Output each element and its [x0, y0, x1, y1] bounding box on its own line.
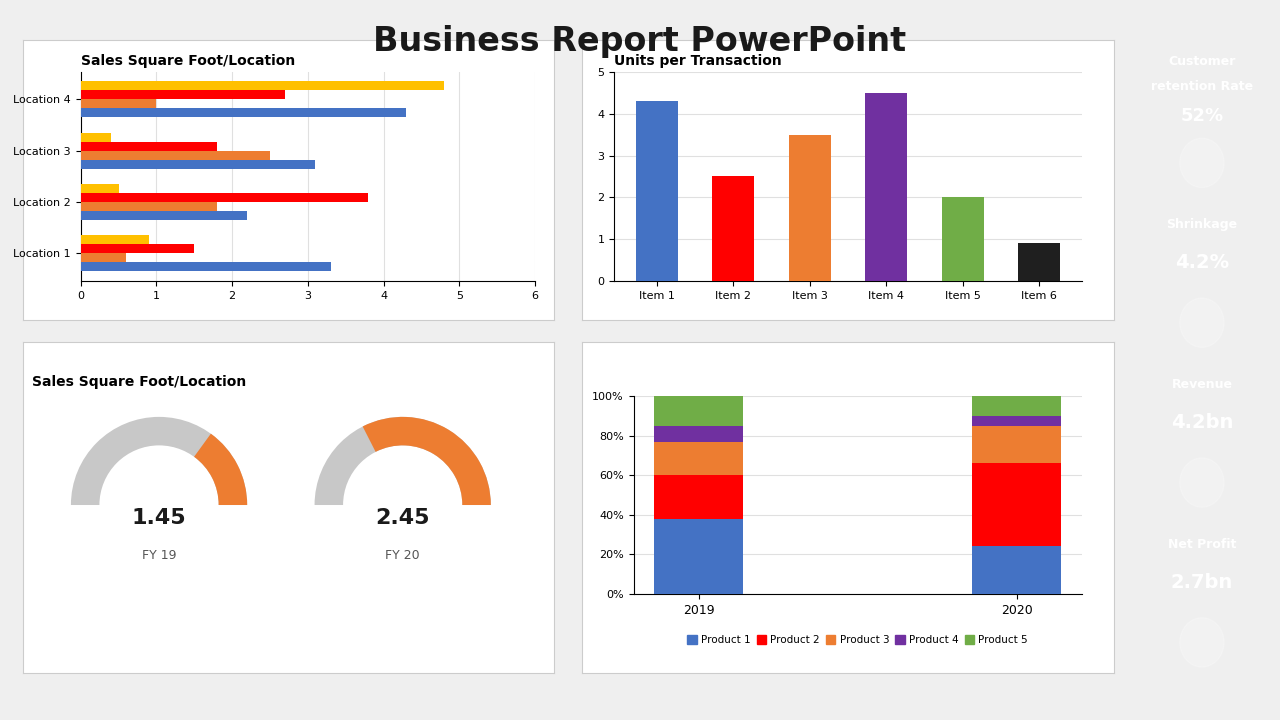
- Text: FY 19: FY 19: [142, 549, 177, 562]
- Bar: [81, 253, 125, 262]
- Bar: [81, 99, 156, 109]
- Bar: [81, 109, 406, 117]
- Bar: [81, 91, 285, 99]
- Bar: [972, 416, 1061, 426]
- Bar: [654, 475, 744, 518]
- Bar: [712, 176, 754, 281]
- Text: Business Report PowerPoint: Business Report PowerPoint: [374, 25, 906, 58]
- Bar: [865, 93, 908, 281]
- Circle shape: [1180, 138, 1224, 187]
- Text: 4.2%: 4.2%: [1175, 253, 1229, 272]
- Bar: [81, 132, 111, 142]
- Text: 4.2bn: 4.2bn: [1171, 413, 1233, 432]
- Text: Units per Transaction: Units per Transaction: [614, 54, 782, 68]
- Bar: [972, 426, 1061, 464]
- Legend: Product 1, Product 2, Product 3, Product 4, Product 5: Product 1, Product 2, Product 3, Product…: [684, 631, 1032, 649]
- Bar: [81, 262, 330, 271]
- Bar: [81, 150, 270, 160]
- Bar: [81, 160, 315, 168]
- Bar: [81, 211, 247, 220]
- Bar: [972, 464, 1061, 546]
- Bar: [654, 518, 744, 594]
- Bar: [942, 197, 984, 281]
- Bar: [81, 142, 216, 150]
- Text: FY 20: FY 20: [385, 549, 420, 562]
- Circle shape: [1180, 298, 1224, 347]
- Bar: [788, 135, 831, 281]
- Bar: [636, 102, 677, 281]
- Wedge shape: [70, 417, 247, 505]
- Bar: [1019, 243, 1060, 281]
- Bar: [81, 81, 444, 91]
- Text: 2.45: 2.45: [375, 508, 430, 528]
- Text: 2.7bn: 2.7bn: [1171, 573, 1233, 592]
- Text: retention Rate: retention Rate: [1151, 80, 1253, 93]
- Bar: [81, 244, 195, 253]
- Text: Sales Square Foot/Location: Sales Square Foot/Location: [81, 54, 294, 68]
- Text: Revenue: Revenue: [1171, 378, 1233, 391]
- Bar: [972, 396, 1061, 416]
- Text: Net Profit: Net Profit: [1167, 538, 1236, 551]
- Text: 1.45: 1.45: [132, 508, 187, 528]
- Wedge shape: [315, 417, 490, 505]
- Bar: [654, 396, 744, 426]
- Bar: [81, 235, 148, 244]
- Text: Customer: Customer: [1169, 55, 1235, 68]
- Bar: [81, 184, 119, 193]
- Wedge shape: [195, 433, 247, 505]
- Circle shape: [1180, 618, 1224, 667]
- Bar: [81, 193, 369, 202]
- Bar: [81, 202, 216, 211]
- Text: Shrinkage: Shrinkage: [1166, 218, 1238, 231]
- Bar: [654, 441, 744, 475]
- Wedge shape: [362, 417, 490, 505]
- Bar: [654, 426, 744, 441]
- Circle shape: [1180, 458, 1224, 507]
- Text: 52%: 52%: [1180, 107, 1224, 125]
- Bar: [972, 546, 1061, 594]
- Text: Sales Square Foot/Location: Sales Square Foot/Location: [32, 375, 246, 390]
